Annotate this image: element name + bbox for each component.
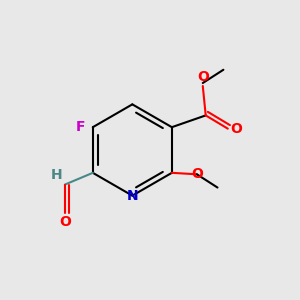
Text: O: O (191, 167, 203, 181)
Text: O: O (230, 122, 242, 136)
Text: O: O (197, 70, 209, 85)
Text: N: N (127, 189, 138, 202)
Text: F: F (76, 120, 86, 134)
Text: H: H (51, 168, 62, 182)
Text: O: O (59, 215, 71, 229)
